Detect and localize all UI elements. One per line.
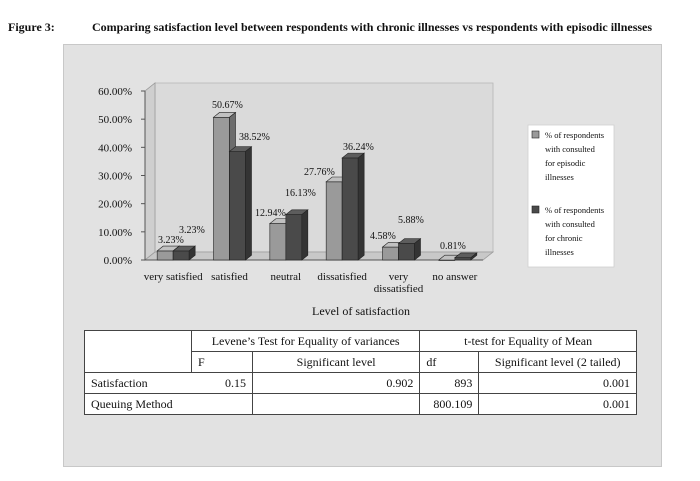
legend-label: % of respondents: [545, 205, 604, 215]
row-label: Queuing Method: [83, 393, 192, 415]
x-tick-label: dissatisfied: [317, 271, 367, 283]
legend-label: % of respondents: [545, 130, 604, 140]
chronic-bar: [229, 151, 246, 261]
legend-label: with consulted: [545, 219, 596, 229]
table-row: Satisfaction 0.15 0.902 893 0.001: [83, 372, 637, 394]
data-label: 5.88%: [398, 215, 424, 226]
y-tick-label: 0.00%: [104, 255, 132, 267]
f-value: [191, 393, 253, 415]
data-label: 4.58%: [370, 231, 396, 242]
episodic-bar: [269, 223, 287, 261]
y-tick-label: 50.00%: [98, 114, 132, 126]
sig2-value: 0.001: [478, 393, 637, 415]
sig-value: [251, 393, 421, 415]
data-label: 36.24%: [343, 142, 374, 153]
episodic-bar: [156, 250, 174, 261]
side-wall: [144, 82, 156, 261]
y-tick-label: 40.00%: [98, 142, 132, 154]
data-label: 38.52%: [239, 132, 270, 143]
data-label: 3.23%: [179, 225, 205, 236]
chronic-bar-side: [188, 245, 196, 261]
chronic-bar-side: [414, 238, 421, 261]
chronic-bar: [172, 250, 190, 261]
episodic-bar: [382, 246, 399, 261]
y-tick-label: 30.00%: [98, 171, 132, 183]
figure-label: Figure 3:: [8, 20, 55, 34]
x-tick-label: satisfied: [211, 271, 248, 283]
chronic-bar-side: [301, 209, 309, 261]
sig-header: Significant level: [251, 351, 421, 373]
data-label: 0.81%: [440, 241, 466, 252]
legend-label: illnesses: [545, 172, 574, 182]
data-label: 12.94%: [255, 208, 286, 219]
f-header: F: [191, 351, 253, 373]
table-row: Queuing Method 800.109 0.001: [83, 393, 637, 415]
data-label: 50.67%: [212, 100, 243, 111]
y-tick-label: 20.00%: [98, 199, 132, 211]
sig-value: 0.902: [251, 372, 421, 394]
chronic-bar-side: [470, 252, 478, 261]
y-tick-label: 10.00%: [98, 227, 132, 239]
chronic-bar-side: [357, 152, 365, 261]
data-label: 27.76%: [304, 167, 335, 178]
chronic-bar: [341, 157, 359, 261]
table-subheader-row: F Significant level df Significant level…: [85, 351, 637, 373]
statistics-table: Levene’s Test for Equality of variances …: [83, 330, 637, 415]
data-label: 3.23%: [158, 235, 184, 246]
episodic-bar: [213, 116, 230, 261]
figure-title: Comparing satisfaction level between res…: [92, 20, 653, 34]
legend-label: for chronic: [545, 233, 583, 243]
episodic-bar: [325, 181, 343, 261]
table-corner-cell: [83, 330, 193, 373]
x-axis-title: Level of satisfaction: [312, 304, 410, 318]
f-value: 0.15: [191, 372, 253, 394]
legend-swatch: [531, 130, 540, 139]
row-label: Satisfaction: [83, 372, 192, 394]
df-value: 893: [419, 372, 480, 394]
df-value: 800.109: [419, 393, 480, 415]
sig2-value: 0.001: [478, 372, 637, 394]
table-header-row: Levene’s Test for Equality of variances …: [83, 330, 637, 373]
chronic-bar: [285, 214, 303, 261]
x-tick-label: dissatisfied: [374, 283, 424, 295]
y-tick-label: 60.00%: [98, 86, 132, 98]
legend-label: for episodic: [545, 158, 586, 168]
chronic-bar: [398, 243, 415, 261]
legend-label: illnesses: [545, 247, 574, 257]
sig2-header: Significant level (2 tailed): [478, 351, 637, 373]
x-tick-label: neutral: [271, 271, 302, 283]
x-tick-label: very satisfied: [144, 271, 203, 283]
x-tick-label: no answer: [432, 271, 477, 283]
data-label: 16.13%: [285, 188, 316, 199]
ttest-header: t-test for Equality of Mean: [419, 330, 637, 352]
legend-box: [527, 124, 615, 268]
chronic-bar: [454, 257, 472, 261]
levene-header: Levene’s Test for Equality of variances: [191, 330, 421, 352]
chronic-bar-side: [245, 146, 252, 261]
legend-label: with consulted: [545, 144, 596, 154]
legend-swatch: [531, 205, 540, 214]
df-header: df: [419, 351, 480, 373]
x-tick-label: very: [389, 271, 409, 283]
